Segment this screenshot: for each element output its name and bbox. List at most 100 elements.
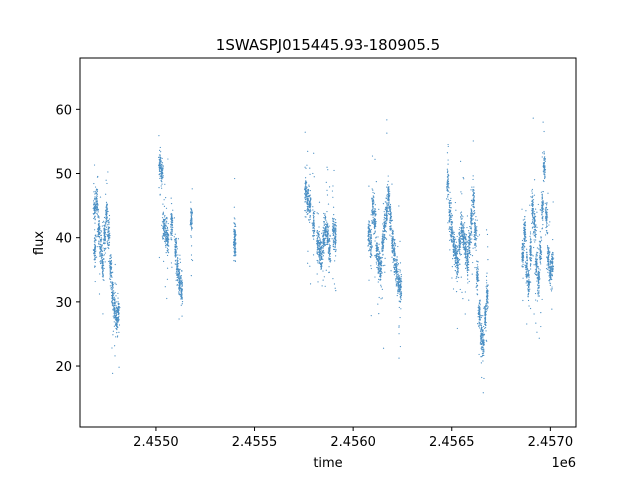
data-point (317, 260, 319, 262)
data-point (322, 231, 324, 233)
data-point (110, 268, 112, 270)
data-point (388, 200, 390, 202)
data-point (305, 197, 307, 199)
data-point (165, 196, 167, 199)
data-point (332, 227, 334, 229)
data-point (456, 273, 459, 276)
data-point (334, 287, 336, 289)
data-point (452, 246, 454, 248)
data-point (95, 206, 97, 208)
data-point (447, 196, 449, 198)
data-point (395, 279, 397, 281)
data-point (452, 237, 454, 240)
data-point (98, 222, 100, 225)
data-point (482, 360, 484, 362)
data-point (527, 276, 529, 278)
data-point (486, 284, 488, 286)
data-point (457, 268, 460, 270)
data-point (394, 252, 396, 254)
data-point (370, 252, 372, 254)
data-point (382, 240, 384, 242)
data-point (175, 249, 177, 251)
data-point (319, 247, 321, 249)
data-point (164, 238, 166, 240)
data-point (170, 229, 172, 231)
data-point (327, 236, 329, 238)
data-point (166, 254, 169, 257)
data-point (103, 279, 105, 281)
data-point (384, 233, 386, 236)
data-point (235, 242, 237, 244)
data-point (400, 298, 402, 301)
data-point (375, 245, 377, 247)
data-point (474, 230, 476, 233)
data-point (470, 199, 473, 201)
data-point (377, 267, 380, 269)
data-point (166, 221, 168, 223)
data-point (321, 262, 323, 264)
data-point (476, 284, 478, 286)
data-point (320, 246, 323, 248)
data-point (463, 239, 465, 241)
data-point (309, 283, 312, 285)
data-point (161, 157, 163, 160)
data-point (485, 314, 487, 316)
data-point (166, 217, 168, 219)
data-point (487, 306, 489, 308)
data-point (522, 257, 524, 259)
data-point (108, 223, 110, 225)
data-point (470, 232, 472, 234)
data-point (460, 235, 462, 237)
data-point (483, 325, 485, 328)
data-point (455, 290, 458, 293)
data-point (312, 235, 314, 237)
data-point (477, 307, 480, 309)
data-point (233, 242, 235, 244)
data-point (373, 213, 375, 215)
data-point (399, 293, 401, 295)
data-point (451, 234, 453, 236)
data-point (334, 219, 337, 221)
data-point (451, 241, 453, 243)
data-point (396, 259, 398, 261)
data-point (179, 258, 181, 260)
data-point (105, 217, 107, 220)
data-point (450, 218, 452, 221)
data-point (334, 243, 337, 245)
data-point (465, 243, 467, 245)
data-point (109, 273, 111, 275)
data-point (477, 309, 479, 312)
data-point (110, 278, 112, 281)
data-point (447, 171, 449, 173)
data-point (377, 246, 379, 249)
data-point (466, 246, 468, 248)
data-point (100, 229, 102, 232)
data-point (93, 204, 95, 206)
data-point (335, 250, 337, 252)
data-point (476, 289, 479, 291)
data-point (101, 253, 104, 255)
data-point (304, 131, 306, 133)
data-point (371, 220, 373, 222)
data-point (162, 236, 164, 239)
data-point (460, 212, 462, 214)
data-point (170, 215, 173, 217)
data-point (163, 240, 166, 242)
data-point (377, 236, 379, 238)
data-point (322, 279, 324, 281)
data-point (159, 146, 161, 149)
data-point (462, 225, 464, 228)
data-point (453, 248, 455, 250)
data-point (480, 316, 482, 319)
data-point (387, 189, 389, 192)
data-point (368, 250, 370, 252)
data-point (326, 189, 328, 191)
data-point (329, 238, 331, 240)
data-point (473, 207, 475, 209)
data-point (166, 241, 169, 243)
data-point (526, 277, 528, 279)
data-point (176, 262, 178, 264)
data-point (485, 298, 488, 300)
data-point (159, 149, 161, 151)
data-point (176, 273, 178, 276)
